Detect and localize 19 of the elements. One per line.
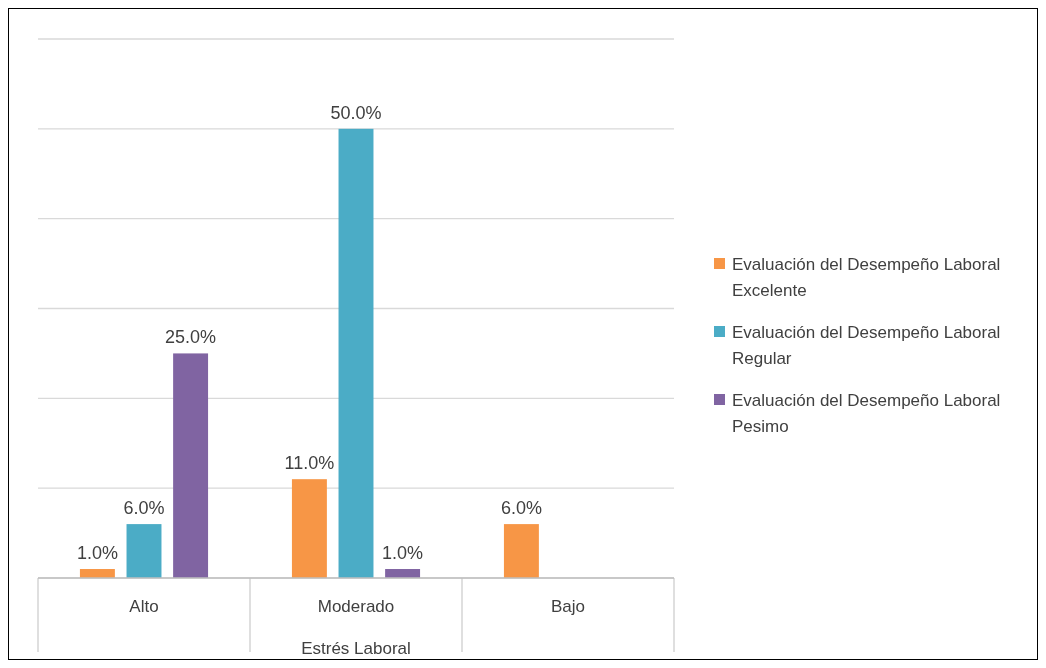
data-label: 1.0% [76, 543, 118, 564]
x-axis-title: Estrés Laboral [301, 639, 411, 658]
x-tick-label: Bajo [550, 597, 586, 616]
data-label: 1.0% [382, 543, 424, 564]
data-label: 11.0% [284, 453, 335, 474]
bar [503, 524, 539, 578]
data-label: 6.0% [123, 498, 165, 519]
legend-label: Evaluación del Desempeño Laboral Pesimo [732, 390, 1001, 436]
bar [126, 524, 162, 578]
legend-label: Evaluación del Desempeño Laboral Regular [732, 322, 1001, 368]
bar [291, 479, 327, 578]
x-tick-label: Alto [129, 597, 159, 616]
bar [173, 353, 209, 578]
data-label: 25.0% [165, 327, 217, 348]
x-tick-label: Moderado [317, 597, 395, 616]
legend-label: Evaluación del Desempeño Laboral Excelente [732, 254, 1001, 300]
bar [338, 128, 374, 578]
data-label: 6.0% [500, 498, 542, 519]
data-label: 50.0% [330, 102, 382, 123]
